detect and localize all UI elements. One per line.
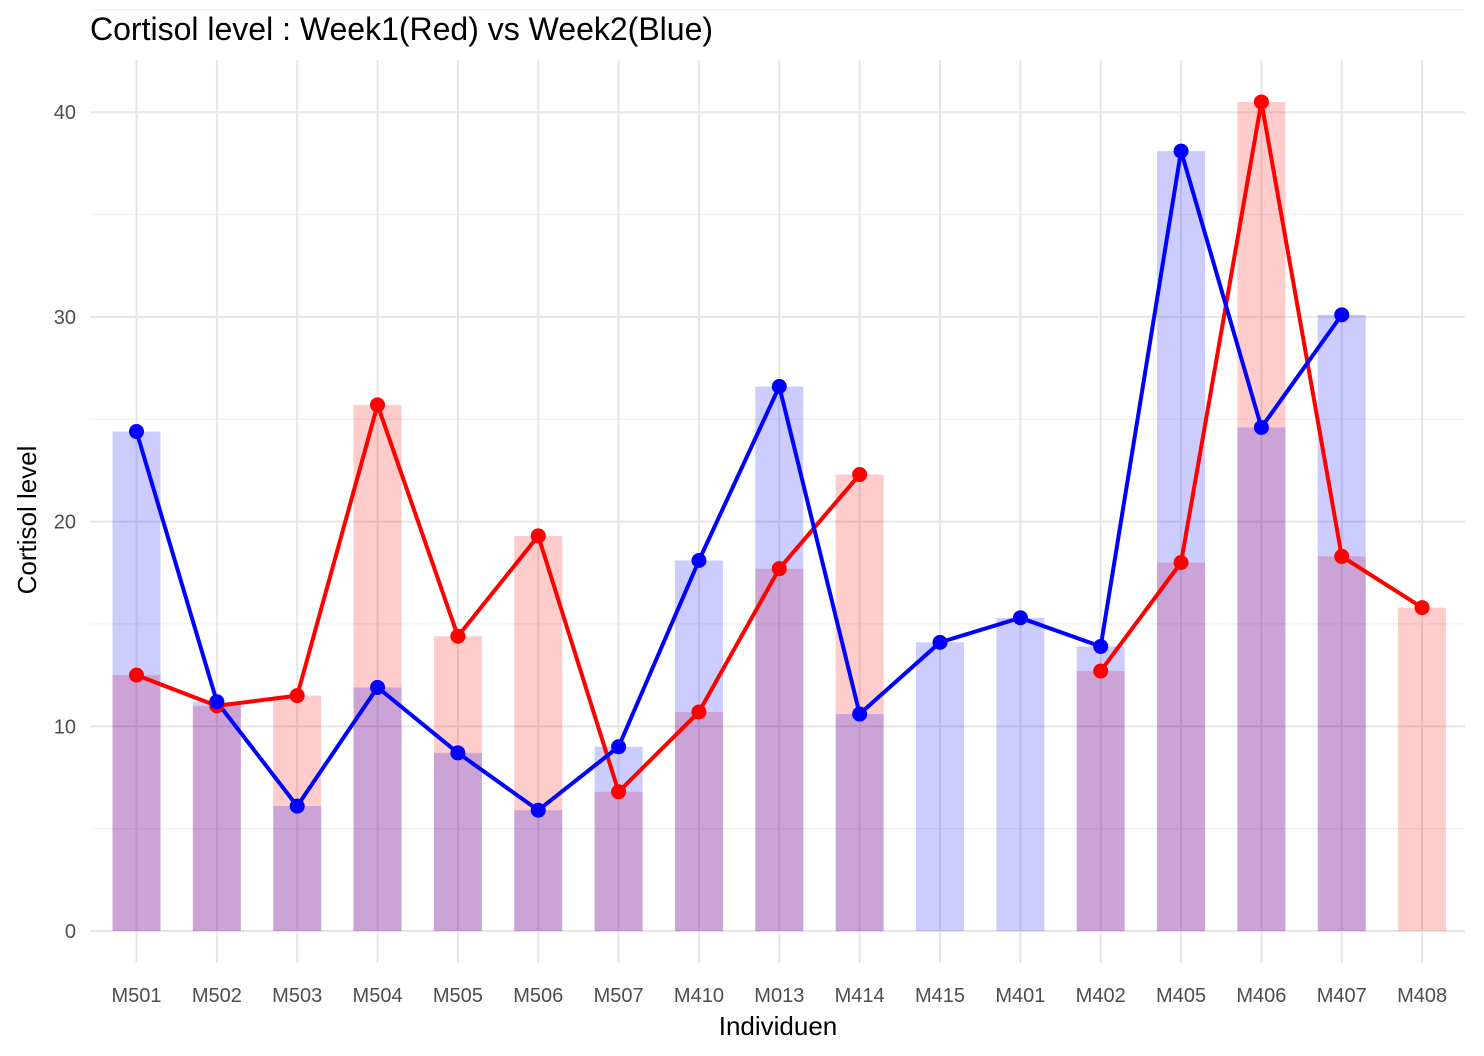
point-week1-M402 [1093, 663, 1109, 679]
point-week2-M506 [530, 802, 546, 818]
x-tick-label-M504: M504 [353, 985, 403, 1007]
point-week1-M406 [1253, 94, 1269, 110]
x-tick-label-M408: M408 [1397, 985, 1447, 1007]
point-week2-M410 [691, 552, 707, 568]
bar-week1-M402 [1076, 671, 1125, 931]
bar-week1-M506 [514, 535, 563, 931]
bar-week2-M414 [835, 714, 884, 931]
y-tick-label: 30 [54, 307, 76, 329]
point-week2-M501 [129, 424, 144, 440]
y-axis-ticks: 0 10 20 30 40 [54, 102, 76, 943]
y-tick-label: 40 [54, 102, 76, 124]
x-tick-label-M414: M414 [835, 985, 885, 1007]
point-week1-M013 [771, 561, 787, 577]
bar-week2-M506 [514, 810, 563, 931]
bar-week1-M406 [1237, 101, 1286, 932]
point-week1-M504 [370, 397, 386, 413]
x-tick-label-M406: M406 [1236, 985, 1286, 1007]
grid [90, 9, 1465, 963]
bar-week2-M415 [916, 642, 964, 931]
point-week2-M405 [1173, 143, 1189, 159]
point-week1-M505 [450, 628, 466, 644]
bar-week2-M402 [1076, 646, 1125, 931]
bar-week1-M408 [1398, 607, 1447, 931]
bar-week1-M504 [353, 404, 402, 931]
line-week1-segment-0 [135, 402, 862, 794]
point-week1-M507 [611, 784, 627, 800]
bar-week1-M405 [1157, 562, 1206, 931]
x-tick-label-M501: M501 [111, 985, 161, 1007]
point-week2-M415 [932, 634, 948, 650]
bar-week2-M502 [192, 701, 241, 931]
bar-week2-M406 [1237, 427, 1286, 931]
point-week2-M407 [1334, 307, 1350, 323]
bar-week1-M410 [674, 711, 723, 931]
line-week2-segment-0 [134, 149, 1344, 813]
x-tick-label-M502: M502 [192, 985, 242, 1007]
bar-week2-M504 [353, 687, 402, 931]
x-tick-label-M506: M506 [513, 985, 563, 1007]
point-week2-M402 [1093, 638, 1109, 654]
y-tick-label: 20 [54, 512, 76, 534]
bar-week1-M414 [835, 474, 884, 931]
point-week2-M406 [1253, 419, 1269, 435]
point-week1-M501 [129, 667, 144, 683]
bar-week2-M405 [1157, 151, 1206, 931]
point-week2-M414 [852, 706, 868, 722]
point-week1-M410 [691, 704, 707, 720]
point-week2-M507 [611, 739, 627, 755]
x-tick-label-M410: M410 [674, 985, 724, 1007]
x-tick-label-M405: M405 [1156, 985, 1206, 1007]
points [129, 94, 1430, 818]
x-tick-label-M503: M503 [272, 985, 322, 1007]
bar-week2-M503 [273, 806, 322, 931]
bar-week2-M505 [433, 752, 482, 931]
bar-week1-M507 [594, 791, 643, 931]
point-week2-M505 [450, 745, 466, 761]
bar-week1-M013 [755, 568, 804, 931]
point-week1-M405 [1173, 555, 1189, 571]
bar-week1-M502 [192, 705, 241, 931]
point-week2-M401 [1012, 610, 1028, 626]
bar-week1-M407 [1317, 556, 1366, 931]
y-tick-label: 10 [54, 716, 76, 738]
point-week2-M502 [209, 694, 225, 710]
point-week2-M504 [370, 679, 386, 695]
chart-title: Cortisol level : Week1(Red) vs Week2(Blu… [90, 11, 713, 47]
bar-week2-M401 [996, 617, 1045, 931]
bar-week2-M407 [1317, 314, 1366, 931]
bar-week2-M410 [674, 560, 723, 931]
x-axis-title: Individuen [719, 1011, 838, 1041]
point-week1-M506 [530, 528, 546, 544]
x-tick-label-M505: M505 [433, 985, 483, 1007]
x-axis-ticks: M501 M502 M503 M504 M505 M506 M507 M410 M013 M414… [111, 985, 1447, 1007]
y-axis-title: Cortisol level [12, 446, 42, 595]
point-week1-M408 [1414, 600, 1430, 616]
x-tick-label-M013: M013 [754, 985, 804, 1007]
point-week2-M503 [289, 798, 305, 814]
x-tick-label-M507: M507 [594, 985, 644, 1007]
x-tick-label-M415: M415 [915, 985, 965, 1007]
x-tick-label-M407: M407 [1317, 985, 1367, 1007]
x-tick-label-M401: M401 [995, 985, 1045, 1007]
point-week1-M503 [289, 688, 305, 704]
point-week2-M013 [771, 378, 787, 394]
x-tick-label-M402: M402 [1076, 985, 1126, 1007]
bar-week1-M501 [112, 675, 161, 931]
bar-week2-M013 [755, 386, 804, 931]
bar-week1-M505 [433, 636, 482, 931]
point-week1-M407 [1334, 548, 1350, 564]
point-week1-M414 [852, 467, 868, 483]
y-tick-label: 0 [65, 921, 76, 943]
